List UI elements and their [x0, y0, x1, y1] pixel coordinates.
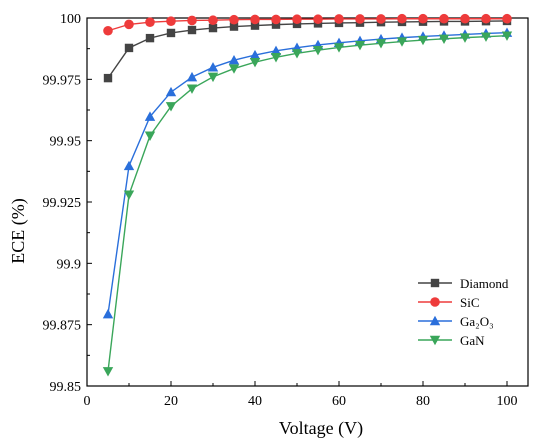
data-point: [354, 41, 366, 51]
data-point: [250, 21, 260, 30]
data-point: [166, 28, 176, 38]
data-point: [145, 33, 155, 43]
x-tick-label: 60: [332, 394, 346, 409]
data-point: [207, 62, 219, 72]
data-point: [397, 13, 407, 24]
data-point: [459, 33, 471, 43]
y-tick-label: 99.85: [50, 380, 82, 395]
x-tick-label: 80: [416, 394, 430, 409]
data-point: [144, 131, 156, 141]
axis-ticks: 0 20 40 60 80 100 99.85 99.875 99.9 99.925 99.95 99…: [43, 12, 518, 409]
data-point: [102, 367, 114, 377]
data-point: [375, 39, 387, 49]
data-point: [124, 19, 134, 30]
data-point: [166, 16, 176, 26]
data-point: [270, 53, 282, 63]
data-point: [123, 190, 135, 200]
legend-label: Ga₂O₃: [460, 314, 494, 329]
legend-label: Diamond: [460, 276, 509, 291]
data-point: [480, 32, 492, 42]
series-2: [102, 27, 513, 319]
data-point: [145, 17, 155, 27]
data-point: [102, 308, 114, 319]
y-tick-label: 99.9: [57, 257, 82, 272]
legend-marker: [429, 335, 441, 346]
series-3: [102, 31, 513, 377]
x-tick-label: 0: [84, 394, 91, 409]
legend-label: GaN: [460, 333, 485, 348]
series-group: [102, 13, 513, 377]
data-point: [165, 86, 177, 97]
legend-label: SiC: [460, 295, 480, 310]
data-point: [292, 14, 302, 25]
legend-marker: [430, 278, 440, 288]
legend-item: Ga₂O₃: [418, 314, 494, 329]
data-point: [250, 14, 260, 25]
series-line: [107, 32, 508, 315]
legend-marker: [429, 315, 441, 326]
data-point: [439, 13, 449, 24]
data-point: [207, 72, 219, 83]
data-point: [103, 25, 113, 36]
data-point: [271, 20, 281, 29]
data-point: [144, 111, 156, 121]
data-point: [228, 54, 240, 65]
data-point: [333, 43, 345, 53]
data-point: [249, 57, 261, 68]
data-point: [417, 35, 429, 46]
x-tick-label: 20: [164, 394, 178, 409]
data-point: [229, 22, 239, 31]
data-point: [312, 45, 324, 56]
plot-frame: [86, 17, 529, 387]
legend-item: Diamond: [418, 276, 509, 291]
data-point: [334, 14, 344, 24]
y-tick-label: 100: [60, 12, 81, 27]
legend: Diamond SiC Ga₂O₃ GaN: [418, 276, 509, 348]
data-point: [187, 25, 197, 35]
data-point: [229, 14, 239, 25]
data-point: [208, 23, 218, 33]
data-point: [418, 13, 428, 24]
data-point: [313, 14, 323, 25]
y-tick-label: 99.975: [43, 73, 82, 88]
data-point: [228, 64, 240, 74]
legend-item: GaN: [418, 333, 485, 348]
series-1: [103, 13, 512, 36]
data-point: [501, 31, 513, 41]
data-point: [124, 43, 134, 53]
data-point: [123, 160, 135, 171]
data-point: [208, 15, 218, 26]
data-point: [270, 45, 282, 56]
plot-border: [86, 17, 529, 387]
data-point: [502, 13, 512, 24]
series-0: [103, 16, 512, 83]
x-axis-title: Voltage (V): [279, 418, 363, 439]
data-point: [186, 84, 198, 94]
data-point: [460, 13, 470, 24]
legend-marker: [430, 297, 440, 307]
data-point: [291, 49, 303, 59]
x-tick-label: 40: [248, 394, 262, 409]
data-point: [396, 37, 408, 47]
y-tick-label: 99.925: [43, 196, 82, 211]
legend-item: SiC: [418, 295, 480, 310]
data-point: [186, 71, 198, 82]
data-point: [165, 102, 177, 112]
x-tick-label: 100: [497, 394, 518, 409]
data-point: [271, 14, 281, 25]
data-point: [249, 49, 261, 60]
data-point: [103, 73, 113, 83]
data-point: [438, 34, 450, 45]
y-tick-label: 99.95: [50, 135, 82, 150]
data-point: [481, 13, 491, 24]
y-axis-title: ECE (%): [8, 198, 29, 263]
y-tick-label: 99.875: [43, 319, 82, 334]
data-point: [376, 14, 386, 24]
data-point: [355, 14, 365, 24]
data-point: [187, 15, 197, 26]
